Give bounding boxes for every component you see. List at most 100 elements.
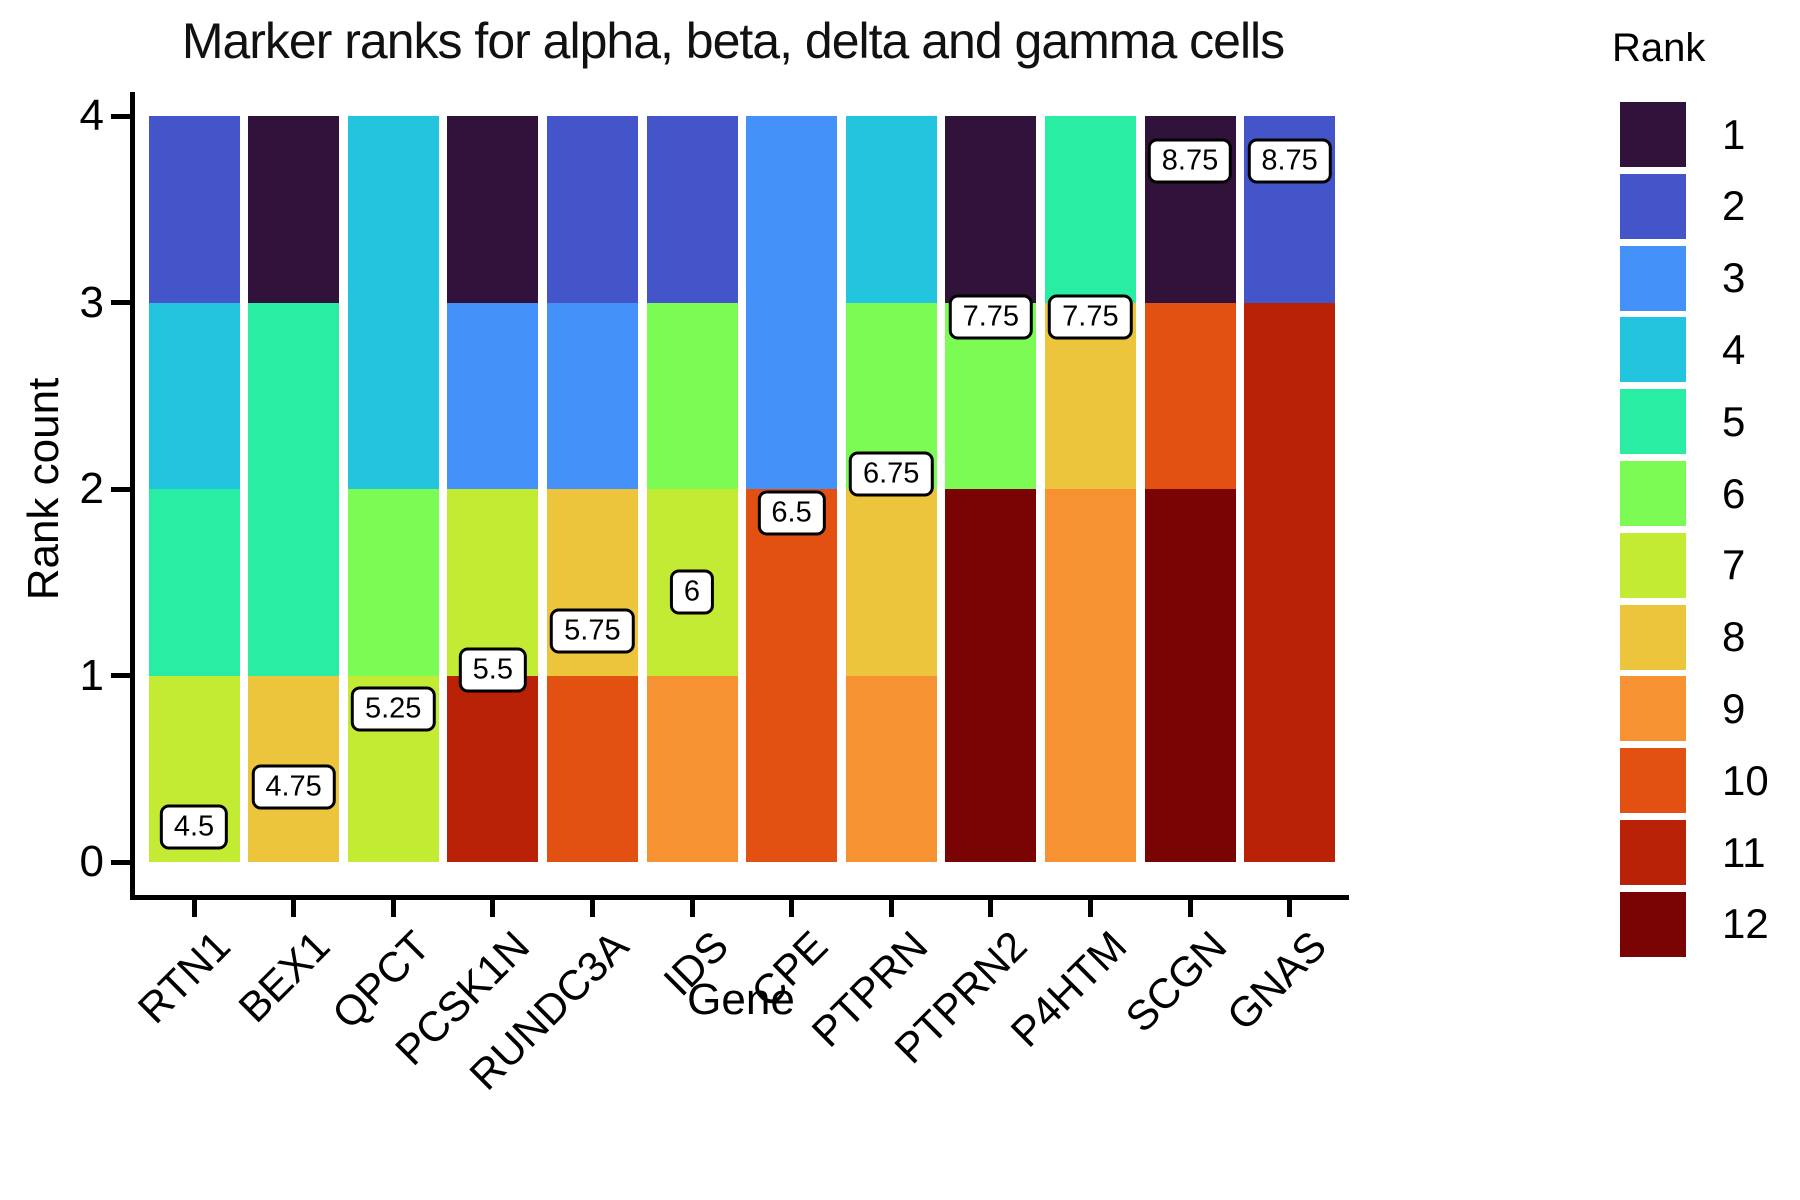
bar-segment (148, 302, 240, 489)
x-tick-label-gene: BEX1 (229, 921, 339, 1032)
x-tick-mark (490, 900, 496, 917)
bar-segment (148, 116, 240, 303)
legend-entry-label: 4 (1722, 325, 1746, 373)
x-tick-label-gene: GNAS (1217, 921, 1335, 1040)
bar-segment (447, 302, 539, 489)
x-tick-mark (291, 900, 297, 917)
x-tick-mark (390, 900, 396, 917)
y-axis-line (130, 92, 135, 900)
bar-segment (1244, 489, 1336, 676)
mean-rank-label: 5.75 (550, 608, 635, 654)
bar-segment (1044, 489, 1136, 676)
y-tick-mark (111, 486, 131, 492)
legend-swatch (1620, 532, 1686, 598)
mean-rank-label: 6.75 (848, 451, 934, 497)
y-tick-label: 3 (79, 277, 104, 327)
bar-segment (746, 116, 838, 303)
legend-swatch (1620, 102, 1686, 167)
legend-entry-label: 3 (1722, 254, 1746, 302)
mean-rank-label: 6 (669, 569, 715, 615)
bar-segment (447, 489, 539, 676)
bar-segment (546, 116, 638, 303)
bar-segment (248, 489, 340, 676)
x-tick-mark (1187, 900, 1193, 917)
legend-entry-label: 8 (1722, 613, 1746, 661)
legend-swatch (1620, 317, 1686, 383)
bar-segment (746, 302, 838, 489)
y-tick-mark (111, 113, 131, 119)
y-tick-label: 1 (79, 650, 104, 700)
bar-segment (845, 675, 937, 862)
bar-segment (646, 116, 738, 303)
y-tick-label: 4 (79, 91, 104, 140)
bar-segment (845, 489, 937, 676)
legend-entry-label: 7 (1722, 541, 1746, 589)
bar-segment (347, 302, 439, 489)
legend-swatch (1620, 245, 1686, 311)
legend-entry-label: 9 (1722, 684, 1746, 732)
mean-rank-label: 7.75 (1048, 294, 1133, 340)
bar-segment (347, 116, 439, 303)
bar-segment (1044, 116, 1136, 303)
x-axis-title: Gene (687, 975, 795, 1024)
y-tick-mark (111, 300, 131, 305)
legend-entry-label: 1 (1722, 110, 1746, 158)
bar-segment (148, 489, 240, 676)
legend-swatch (1620, 748, 1686, 814)
x-tick-mark (689, 900, 695, 917)
x-tick-mark (1287, 900, 1293, 917)
bar-segment (447, 675, 539, 862)
y-tick-label: 2 (79, 464, 104, 513)
mean-rank-label: 6.5 (757, 490, 826, 536)
y-tick-mark (111, 673, 131, 678)
mean-rank-label: 5.25 (350, 686, 436, 732)
legend-title: Rank (1612, 26, 1706, 70)
x-tick-mark (191, 900, 197, 917)
legend-swatch (1620, 891, 1686, 957)
x-axis-line (130, 895, 1349, 900)
bar-segment (1244, 302, 1336, 489)
legend-entry-label: 11 (1722, 828, 1766, 876)
x-tick-mark (888, 900, 894, 917)
bar-segment (1144, 489, 1236, 676)
bar-segment (248, 116, 340, 303)
bar-segment (845, 116, 937, 303)
legend-entry-label: 6 (1722, 469, 1746, 517)
mean-rank-label: 7.75 (948, 294, 1034, 340)
x-tick-mark (789, 900, 795, 917)
y-tick-label: 0 (79, 837, 104, 886)
legend-entry-label: 12 (1722, 900, 1769, 948)
legend-swatch (1620, 389, 1686, 455)
bar-segment (646, 675, 738, 862)
x-tick-mark (988, 900, 994, 917)
mean-rank-label: 8.75 (1147, 138, 1233, 184)
bar-segment (1144, 675, 1236, 862)
bar-segment (646, 302, 738, 489)
bar-segment (1044, 675, 1136, 862)
legend-entry-label: 10 (1722, 756, 1769, 804)
legend-swatch (1620, 676, 1686, 742)
legend-swatch (1620, 604, 1686, 670)
legend-swatch (1620, 820, 1686, 885)
bar-segment (447, 116, 539, 303)
legend-swatch (1620, 173, 1686, 239)
bar-segment (347, 489, 439, 676)
bar-segment (546, 675, 638, 862)
chart-title: Marker ranks for alpha, beta, delta and … (181, 13, 1285, 69)
y-tick-mark (111, 859, 131, 865)
x-tick-mark (589, 900, 595, 917)
mean-rank-label: 5.5 (458, 647, 527, 693)
bar-segment (945, 675, 1037, 862)
mean-rank-label: 4.5 (159, 804, 229, 850)
bar-segment (945, 489, 1037, 676)
legend-entry-label: 5 (1722, 397, 1746, 445)
bar-segment (546, 302, 638, 489)
bar-segment (746, 675, 838, 862)
x-tick-mark (1087, 900, 1093, 917)
bar-segment (1244, 675, 1336, 862)
legend-swatch (1620, 461, 1686, 526)
bar-segment (945, 116, 1037, 303)
mean-rank-label: 8.75 (1247, 138, 1332, 184)
bar-segment (1144, 302, 1236, 489)
